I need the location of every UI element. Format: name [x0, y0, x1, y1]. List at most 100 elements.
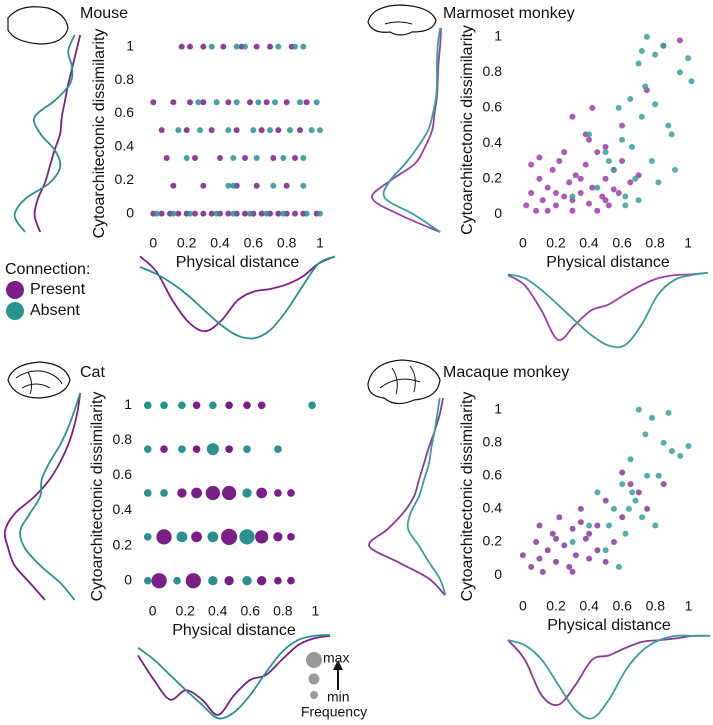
data-point — [308, 127, 315, 134]
bubble — [143, 489, 152, 497]
data-point — [263, 99, 270, 106]
data-point — [622, 202, 629, 209]
y-tick-label: 0.8 — [115, 71, 135, 87]
data-point — [170, 182, 177, 189]
data-point — [632, 175, 639, 182]
legend-swatch — [6, 281, 24, 299]
data-point — [605, 202, 612, 209]
bubble — [209, 401, 217, 410]
data-point — [536, 555, 543, 562]
x-tick-label: 0.4 — [579, 235, 599, 251]
data-point — [602, 558, 609, 565]
data-point — [175, 127, 182, 134]
y-axis-label: Cytoarchitectonic dissimilarity — [89, 392, 106, 602]
data-point — [200, 182, 207, 189]
bubble — [160, 445, 168, 453]
y-tick-label: 0.8 — [483, 63, 503, 79]
x-density-curve — [507, 634, 711, 706]
data-point — [561, 193, 568, 200]
data-point — [619, 122, 626, 129]
bubble — [151, 573, 167, 589]
x-tick-label: 1 — [316, 235, 324, 251]
y-density-curve — [368, 397, 446, 596]
bubble — [143, 445, 152, 453]
x-tick-label: 0.2 — [177, 235, 197, 251]
data-point — [533, 539, 540, 546]
bubble — [242, 488, 252, 498]
data-point — [213, 99, 220, 106]
bubble — [225, 445, 233, 453]
data-point — [528, 161, 535, 168]
data-point — [544, 207, 551, 214]
data-point — [178, 43, 185, 50]
data-point — [665, 122, 672, 129]
y-density-curve — [33, 34, 82, 233]
data-point — [619, 136, 626, 143]
data-point — [297, 99, 303, 106]
data-point — [610, 539, 617, 546]
data-point — [163, 155, 170, 162]
data-point — [676, 69, 683, 76]
bubble — [255, 530, 269, 544]
data-point — [642, 83, 649, 90]
data-point — [619, 469, 626, 476]
data-point — [586, 522, 593, 529]
data-point — [183, 155, 190, 162]
size-legend-mid — [308, 673, 320, 685]
marmoset-brain-icon — [367, 4, 437, 36]
x-density-curve — [507, 271, 709, 349]
data-point — [553, 558, 560, 565]
data-point — [602, 497, 609, 504]
size-legend-title: Frequency — [301, 704, 367, 720]
data-point — [572, 172, 579, 179]
x-tick-label: 0.8 — [273, 603, 293, 619]
data-point — [648, 158, 655, 165]
data-point — [292, 43, 298, 50]
y-density-curve — [371, 27, 442, 233]
data-point — [225, 99, 232, 106]
data-point — [632, 497, 639, 504]
x-tick-label: 0.6 — [613, 598, 633, 614]
data-point — [610, 166, 617, 173]
x-tick-label: 0.2 — [546, 235, 566, 251]
y-tick-label: 1 — [126, 37, 134, 53]
data-point — [549, 530, 556, 537]
x-tick-label: 0 — [149, 235, 157, 251]
data-point — [660, 439, 667, 446]
data-point — [536, 522, 543, 529]
data-point — [253, 182, 260, 189]
data-point — [197, 127, 203, 134]
data-point — [297, 127, 303, 134]
panel: Marmoset monkey Physical distance Cytoarch… — [371, 5, 709, 349]
x-tick-label: 0.4 — [208, 603, 228, 619]
data-point — [233, 43, 240, 50]
data-point — [528, 189, 535, 196]
bubble — [160, 401, 168, 410]
data-point — [200, 43, 207, 50]
data-point — [627, 179, 634, 186]
data-point — [685, 55, 692, 62]
data-point — [187, 43, 193, 50]
size-legend-min-label: min — [327, 689, 350, 705]
y-tick-label: 1 — [494, 400, 502, 416]
data-point — [300, 43, 307, 50]
data-point — [635, 197, 642, 204]
x-tick-label: 0.2 — [546, 598, 566, 614]
data-point — [561, 149, 568, 156]
y-tick-label: 0.2 — [113, 536, 133, 552]
data-point — [280, 210, 287, 217]
x-density-curve — [507, 634, 710, 720]
data-point — [585, 131, 592, 138]
data-point — [572, 552, 579, 559]
data-point — [183, 127, 190, 134]
data-point — [263, 210, 270, 217]
y-axis-label: Cytoarchitectonic dissimilarity — [91, 29, 108, 239]
y-tick-label: 0.6 — [483, 467, 503, 483]
bubble — [243, 445, 251, 453]
data-point — [652, 51, 659, 58]
bubble — [225, 401, 233, 410]
x-tick-label: 0.4 — [579, 598, 599, 614]
x-tick-label: 1 — [685, 598, 693, 614]
data-point — [652, 522, 659, 529]
